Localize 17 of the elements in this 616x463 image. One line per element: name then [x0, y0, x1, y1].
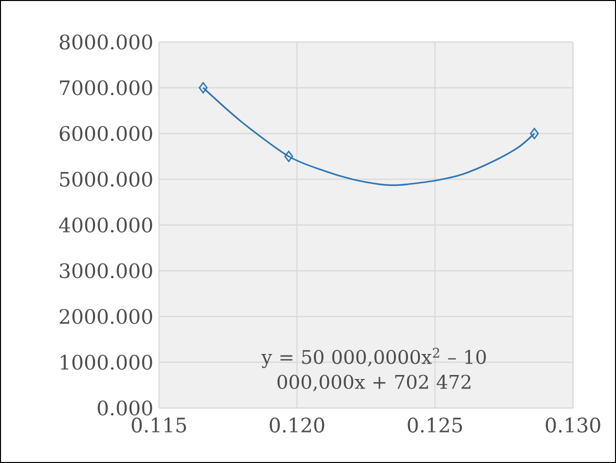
x-tick-label: 0.130 [546, 418, 600, 433]
x-tick-label: 0.115 [132, 418, 186, 433]
point [198, 82, 208, 94]
y-tick-label: 2000.000 [60, 308, 152, 324]
y-tick-label: 1000.000 [60, 354, 152, 370]
point [284, 150, 294, 162]
x-tick-label: 0.125 [408, 418, 462, 433]
point [530, 128, 539, 140]
y-tick-label: 6000.000 [60, 126, 152, 142]
y-tick-label: 0.000 [98, 400, 152, 416]
y-tick-label: 4000.000 [59, 217, 152, 233]
x-tick-label: 0.120 [270, 418, 324, 433]
y-tick-label: 3000.000 [60, 263, 152, 278]
y-tick-label: 5000.000 [60, 172, 152, 187]
y-tick-label: 8000.000 [60, 34, 152, 50]
y-tick-label: 7000.000 [60, 80, 152, 96]
annotation: y = 50 000,0000x$^{2}$ – 10 000,000x + 702 472 [261, 348, 486, 392]
